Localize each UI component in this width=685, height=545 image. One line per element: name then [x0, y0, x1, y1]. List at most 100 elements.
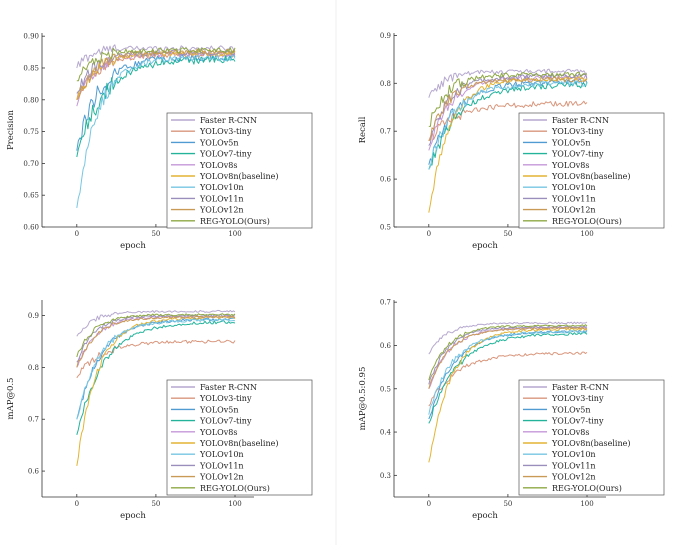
series-line-yolov10n — [428, 80, 588, 170]
y-tick-label: 0.4 — [380, 429, 392, 437]
legend-item-yolov7-tiny: YOLOv7-tiny — [171, 150, 252, 159]
legend-label: YOLOv7-tiny — [199, 417, 252, 426]
legend-item-yolov8n-baseline: YOLOv8n(baseline) — [171, 439, 278, 448]
legend-label: YOLOv12n — [551, 473, 596, 482]
series-line-faster-r-cnn — [428, 68, 588, 98]
y-tick-label: 0.65 — [23, 192, 39, 200]
series-line-yolov11n — [76, 314, 236, 363]
y-axis: 0.6 0.7 0.8 0.9 — [28, 300, 45, 497]
legend-item-yolov11n: YOLOv11n — [171, 194, 244, 203]
legend-item-reg-yolo-ours: REG-YOLO(Ours) — [171, 484, 270, 493]
x-axis-title: epoch — [472, 511, 498, 521]
legend-label: YOLOv8s — [551, 161, 589, 170]
legend-label: REG-YOLO(Ours) — [552, 217, 622, 226]
y-tick-label: 0.60 — [23, 224, 39, 232]
legend: Faster R-CNN YOLOv3-tiny YOLOv5n YOLOv7-tin… — [166, 379, 313, 496]
y-tick-label: 0.5 — [380, 224, 391, 232]
legend-item-yolov10n: YOLOv10n — [523, 450, 596, 459]
legend-label: Faster R-CNN — [552, 116, 609, 125]
legend-item-yolov8s: YOLOv8s — [171, 161, 237, 170]
legend-item-yolov7-tiny: YOLOv7-tiny — [523, 417, 604, 426]
y-tick-label: 0.8 — [380, 80, 391, 88]
legend-label: YOLOv5n — [199, 138, 238, 147]
legend-label: REG-YOLO(Ours) — [552, 484, 622, 493]
y-tick-label: 0.6 — [380, 176, 392, 184]
x-tick-label: 50 — [503, 230, 512, 238]
legend-label: YOLOv11n — [199, 461, 244, 470]
y-tick-label: 0.7 — [28, 416, 39, 424]
legend-label: YOLOv5n — [199, 405, 238, 414]
legend-item-yolov7-tiny: YOLOv7-tiny — [171, 417, 252, 426]
y-axis-title: Precision — [6, 109, 16, 149]
legend-label: YOLOv3-tiny — [551, 127, 604, 136]
legend-item-yolov8s: YOLOv8s — [523, 161, 589, 170]
legend: Faster R-CNN YOLOv3-tiny YOLOv5n YOLOv7-tin… — [518, 379, 665, 496]
legend-label: YOLOv12n — [199, 206, 244, 215]
series-line-yolov11n — [428, 325, 587, 385]
y-tick-label: 0.7 — [380, 299, 391, 307]
y-tick-label: 0.5 — [380, 385, 391, 393]
series-line-reg-yolo-ours — [428, 324, 588, 381]
legend-item-faster-r-cnn: Faster R-CNN — [171, 383, 257, 392]
y-tick-label: 0.75 — [23, 128, 39, 136]
legend-item-yolov5n: YOLOv5n — [523, 138, 590, 147]
series-line-yolov12n — [428, 326, 588, 389]
legend-item-yolov11n: YOLOv11n — [171, 461, 244, 470]
legend-frame — [166, 379, 313, 496]
series-line-yolov10n — [428, 330, 588, 415]
legend-frame — [518, 112, 665, 229]
legend-item-faster-r-cnn: Faster R-CNN — [523, 383, 609, 392]
y-tick-label: 0.8 — [28, 364, 39, 372]
recall-panel: 0.5 0.6 0.7 0.8 0.9 0 50 100 epoch Recall Fast… — [358, 32, 665, 251]
series-line-faster-r-cnn — [428, 321, 588, 355]
legend-item-yolov8n-baseline: YOLOv8n(baseline) — [171, 172, 278, 181]
y-tick-label: 0.3 — [380, 472, 391, 480]
legend-item-reg-yolo-ours: REG-YOLO(Ours) — [171, 217, 270, 226]
x-tick-label: 100 — [228, 500, 241, 508]
legend-label: YOLOv7-tiny — [551, 417, 604, 426]
legend-item-yolov10n: YOLOv10n — [171, 183, 244, 192]
legend-item-yolov5n: YOLOv5n — [171, 138, 238, 147]
legend-frame — [518, 379, 665, 496]
series-line-reg-yolo-ours — [76, 47, 236, 82]
legend-item-yolov8s: YOLOv8s — [523, 428, 589, 437]
legend-item-yolov10n: YOLOv10n — [171, 450, 244, 459]
legend-label: Faster R-CNN — [552, 383, 609, 392]
series-line-yolov7-tiny — [76, 320, 236, 435]
legend-item-faster-r-cnn: Faster R-CNN — [523, 116, 609, 125]
y-tick-label: 0.70 — [23, 160, 39, 168]
legend-label: REG-YOLO(Ours) — [200, 217, 270, 226]
map50-panel: 0.6 0.7 0.8 0.9 0 50 100 epoch mAP@0.5 Faster… — [6, 300, 313, 521]
legend-item-yolov11n: YOLOv11n — [523, 194, 596, 203]
series-line-faster-r-cnn — [76, 44, 236, 69]
legend-label: YOLOv7-tiny — [551, 150, 604, 159]
legend-label: YOLOv8n(baseline) — [199, 172, 278, 181]
legend-label: YOLOv5n — [551, 138, 590, 147]
legend-label: YOLOv11n — [551, 461, 596, 470]
legend-label: YOLOv3-tiny — [551, 394, 604, 403]
legend-label: YOLOv8n(baseline) — [551, 172, 630, 181]
x-tick-label: 100 — [228, 230, 241, 238]
series-line-yolov10n — [76, 318, 236, 420]
legend: Faster R-CNN YOLOv3-tiny YOLOv5n YOLOv7-tin… — [518, 112, 665, 229]
legend-item-yolov5n: YOLOv5n — [171, 405, 238, 414]
series-line-yolov7-tiny — [428, 332, 588, 424]
y-axis-title: mAP@0.5:0.95 — [358, 367, 368, 431]
y-tick-label: 0.85 — [23, 64, 39, 72]
series-line-yolov3-tiny — [428, 351, 588, 407]
legend-label: YOLOv12n — [199, 473, 244, 482]
y-axis: 0.5 0.6 0.7 0.8 0.9 — [380, 32, 397, 232]
legend-label: YOLOv10n — [199, 183, 244, 192]
x-tick-label: 50 — [151, 500, 160, 508]
legend-label: Faster R-CNN — [200, 116, 257, 125]
legend-item-faster-r-cnn: Faster R-CNN — [171, 116, 257, 125]
map50-95-panel: 0.3 0.4 0.5 0.6 0.7 0 50 100 epoch mAP@0.5:0.9… — [358, 299, 665, 521]
legend-item-yolov10n: YOLOv10n — [523, 183, 596, 192]
x-tick-label: 0 — [427, 230, 431, 238]
legend-label: YOLOv10n — [551, 183, 596, 192]
legend-item-reg-yolo-ours: REG-YOLO(Ours) — [523, 484, 622, 493]
legend-label: YOLOv12n — [551, 206, 596, 215]
x-tick-label: 0 — [75, 500, 79, 508]
x-axis-title: epoch — [120, 511, 146, 521]
